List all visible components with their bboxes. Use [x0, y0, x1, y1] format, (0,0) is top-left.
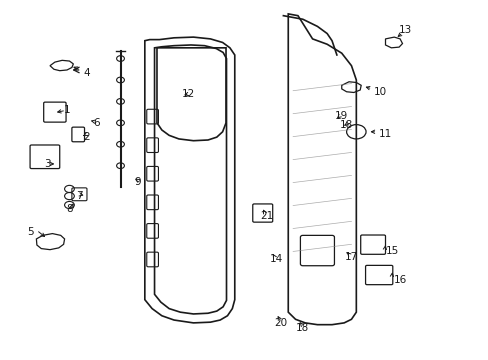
- Text: 5: 5: [27, 227, 34, 237]
- Text: 1: 1: [63, 105, 70, 115]
- Text: 17: 17: [344, 252, 357, 262]
- Text: 18: 18: [296, 323, 309, 333]
- Text: 18: 18: [339, 120, 352, 130]
- Text: 10: 10: [373, 87, 386, 98]
- Text: 6: 6: [93, 118, 100, 128]
- Text: 13: 13: [398, 25, 411, 35]
- Text: 3: 3: [44, 159, 51, 169]
- Text: 20: 20: [274, 318, 287, 328]
- Text: 14: 14: [269, 253, 282, 264]
- Text: 16: 16: [393, 275, 406, 285]
- Text: 15: 15: [386, 247, 399, 256]
- Text: 7: 7: [76, 191, 82, 201]
- Text: 8: 8: [66, 203, 73, 213]
- Text: 19: 19: [334, 111, 347, 121]
- Text: 2: 2: [83, 132, 90, 142]
- Text: 21: 21: [259, 211, 272, 221]
- Text: 12: 12: [182, 89, 195, 99]
- Text: 9: 9: [134, 177, 141, 187]
- Text: 4: 4: [83, 68, 90, 78]
- Text: 11: 11: [378, 129, 391, 139]
